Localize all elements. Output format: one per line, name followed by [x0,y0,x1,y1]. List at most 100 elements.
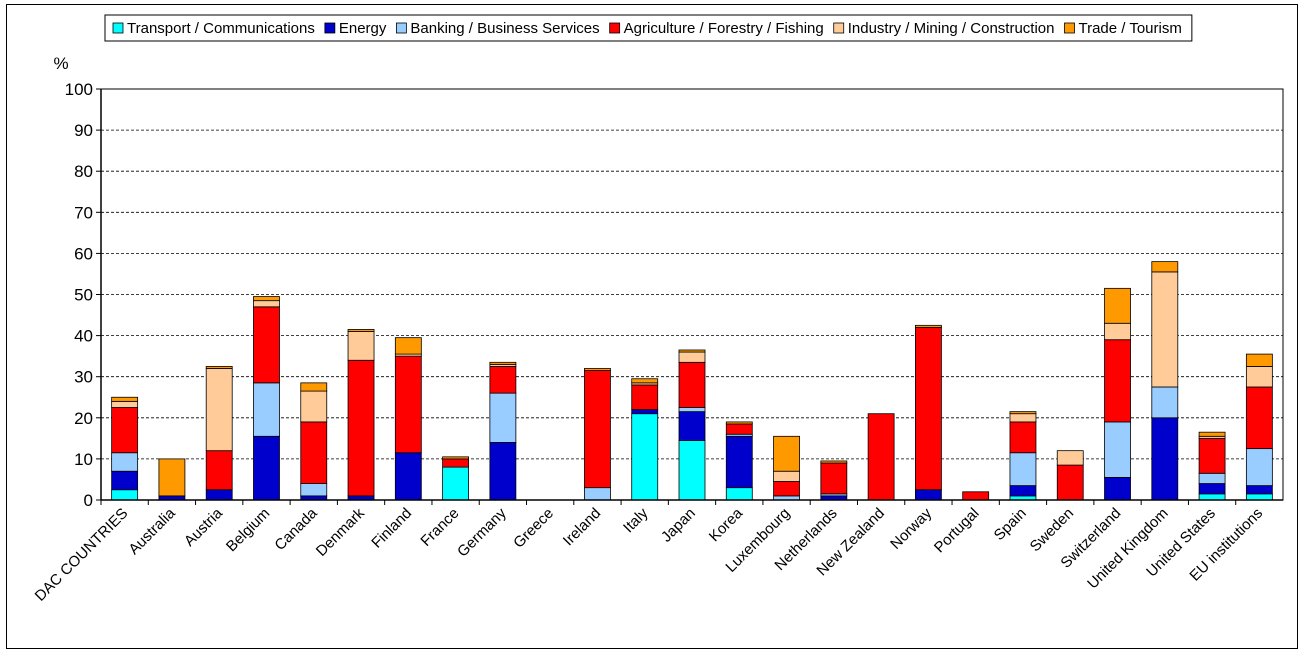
bar-spain-industry-mining-construction [1009,413,1037,423]
bar-united-states-trade-tourism [1198,431,1226,437]
x-tick-label: Korea [706,504,747,545]
bar-japan-agriculture-forestry-fishing [678,361,706,408]
y-tick-label: 40 [74,327,93,346]
stacked-bar-chart: Transport / Communications Energy Banking … [32,14,1284,605]
bar-spain-trade-tourism [1009,411,1037,415]
bar-belgium-trade-tourism [253,296,280,302]
bar-spain-agriculture-forestry-fishing [1009,421,1037,454]
x-tick-label: United Kingdom [1084,505,1171,592]
legend-swatch-banking-business-services [395,22,407,34]
bar-dac-countries-trade-tourism [111,396,139,402]
legend-label-transport-communications: Transport / Communications [127,20,315,37]
bar-denmark-industry-mining-construction [347,331,375,361]
bar-japan-energy [678,411,706,441]
x-tick-label: Portugal [931,505,983,557]
y-tick-labels: 0 10 20 30 40 50 60 70 80 90 100 [65,80,93,510]
bar-dac-countries-banking-business-services [111,452,139,472]
legend-swatch-trade-tourism [1064,22,1075,34]
bars [111,261,1273,501]
legend-label-agriculture-forestry-fishing: Agriculture / Forestry / Fishing [624,20,824,37]
bar-united-states-energy [1198,483,1226,495]
bar-eu-institutions-industry-mining-construction [1245,366,1273,388]
bar-canada-agriculture-forestry-fishing [300,421,328,484]
bar-korea-agriculture-forestry-fishing [725,423,753,435]
y-tick-label: 0 [84,491,93,510]
bar-norway-agriculture-forestry-fishing [914,326,942,491]
bar-dac-countries-transport-communications [111,489,139,501]
bar-switzerland-banking-business-services [1104,421,1131,478]
bar-eu-institutions-energy [1245,485,1273,495]
bar-united-states-banking-business-services [1198,472,1226,484]
bar-netherlands-trade-tourism [820,460,848,464]
bar-korea-trade-tourism [725,421,753,425]
bar-australia-trade-tourism [158,458,186,497]
bar-united-kingdom-banking-business-services [1151,386,1179,419]
bar-dac-countries-energy [111,470,139,491]
y-tick-label: 90 [74,121,93,140]
bar-denmark-agriculture-forestry-fishing [347,359,375,497]
bar-belgium-banking-business-services [253,382,280,437]
bar-eu-institutions-agriculture-forestry-fishing [1245,386,1273,450]
bar-germany-trade-tourism [489,361,517,365]
bar-germany-energy [489,442,517,501]
bar-united-kingdom-energy [1151,417,1179,501]
x-tick-label: Greece [510,505,557,552]
legend-swatch-transport-communications [112,22,124,34]
bar-italy-transport-communications [631,413,659,501]
legend-label-banking-business-services: Banking / Business Services [410,20,599,37]
y-tick-label: 20 [74,409,93,428]
bar-norway-trade-tourism [914,324,942,328]
legend: Transport / Communications Energy Banking … [104,14,1193,42]
bar-austria-energy [205,489,233,501]
bar-ireland-banking-business-services [584,487,611,501]
legend-swatch-agriculture-forestry-fishing [609,22,621,34]
legend-swatch-energy [324,22,336,34]
bar-canada-banking-business-services [300,483,328,497]
bar-spain-energy [1009,485,1037,497]
x-tick-label: Finland [368,505,415,552]
bar-luxembourg-agriculture-forestry-fishing [773,481,800,497]
x-tick-label: Australia [125,504,179,558]
bar-dac-countries-agriculture-forestry-fishing [111,407,139,454]
bar-spain-banking-business-services [1009,452,1037,487]
bar-sweden-agriculture-forestry-fishing [1056,464,1084,501]
bar-japan-transport-communications [678,440,706,501]
bar-united-states-transport-communications [1198,493,1226,501]
y-tick-label: 50 [74,286,93,305]
bar-france-transport-communications [442,466,470,501]
bar-italy-agriculture-forestry-fishing [631,384,659,410]
legend-label-energy: Energy [339,20,387,37]
bar-ireland-agriculture-forestry-fishing [584,370,611,489]
bar-denmark-trade-tourism [347,329,375,332]
x-tick-label: Japan [658,505,699,546]
y-tick-label: 100 [65,80,93,99]
bar-eu-institutions-transport-communications [1245,493,1273,501]
bar-japan-banking-business-services [678,407,706,413]
x-tick-label: Belgium [223,505,273,555]
y-tick-label: 30 [74,368,93,387]
legend-box [104,14,1193,42]
gridlines [101,129,1283,460]
bar-norway-energy [914,489,942,501]
bar-italy-energy [631,409,659,415]
x-tick-label: Norway [887,504,935,552]
y-tick-label: 60 [74,244,93,263]
bar-netherlands-agriculture-forestry-fishing [820,462,848,495]
x-tick-label: Spain [991,505,1030,544]
x-tick-label: Austria [181,504,226,549]
bar-japan-trade-tourism [678,349,706,353]
bar-belgium-agriculture-forestry-fishing [253,306,280,384]
y-tick-label: 70 [74,203,93,222]
x-tick-label: Germany [454,504,510,560]
bar-canada-trade-tourism [300,382,328,392]
bar-austria-agriculture-forestry-fishing [205,450,233,491]
bar-eu-institutions-trade-tourism [1245,353,1273,367]
legend-label-trade-tourism: Trade / Tourism [1078,20,1181,37]
x-tick-label: Italy [620,504,652,536]
bar-ireland-trade-tourism [584,368,611,371]
bar-switzerland-industry-mining-construction [1104,322,1131,341]
bar-new-zealand-agriculture-forestry-fishing [867,413,895,501]
y-tick-label: 80 [74,162,93,181]
bar-canada-industry-mining-construction [300,390,328,423]
bar-finland-agriculture-forestry-fishing [394,355,422,454]
